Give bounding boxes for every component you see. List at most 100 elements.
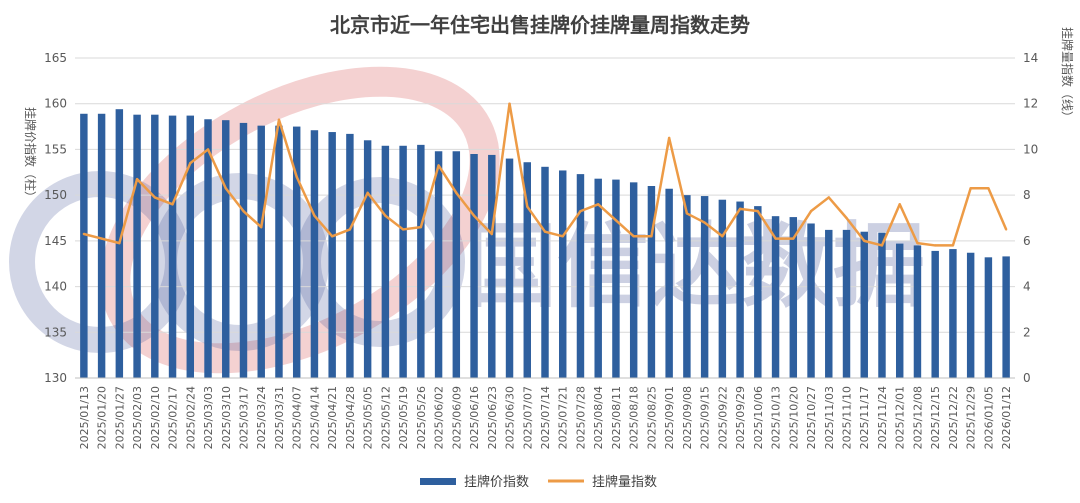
x-tick-label: 2025/03/10 [220,386,233,449]
y-left-tick-label: 130 [44,371,67,385]
line-point [650,235,653,238]
y-left-tick-label: 155 [44,142,67,156]
y-left-tick-label: 135 [44,325,67,339]
x-tick-label: 2025/10/20 [787,386,800,449]
y-left-tick-label: 160 [44,97,67,111]
line-point [118,241,121,245]
bar-series [80,109,1010,379]
x-tick-label: 2025/06/16 [468,386,481,449]
line-point [827,196,830,199]
x-tick-label: 2025/01/27 [113,386,126,449]
bar [949,249,957,378]
x-tick-label: 2025/07/21 [557,386,570,449]
x-tick-label: 2025/04/28 [344,386,357,449]
x-tick-label: 2025/10/06 [752,386,765,449]
legend-label-line: 挂牌量指数 [592,474,657,490]
x-tick-label: 2026/01/12 [1000,386,1013,449]
line-point [863,239,866,243]
y-right-tick-label: 12 [1023,97,1038,111]
y-right-tick-label: 14 [1023,51,1038,65]
line-point [277,118,281,121]
bar [665,188,673,378]
x-tick-label: 2025/02/24 [184,386,197,449]
bar [860,231,868,378]
line-point [437,164,440,167]
line-point [721,235,724,238]
line-point [579,209,582,213]
bar [559,170,567,378]
bar [913,245,922,378]
line-point [508,102,511,105]
x-tick-label: 2025/12/01 [894,386,907,449]
bar [417,144,425,378]
line-point [206,148,210,151]
x-tick-label: 2025/01/20 [96,386,109,449]
line-point [632,235,635,238]
line-point [809,209,813,213]
line-point [295,175,298,179]
bar [80,113,88,379]
line-point [792,237,795,240]
bar [310,130,319,378]
bar [754,206,762,378]
bar [186,115,195,378]
line-point [135,177,139,181]
line-point [100,237,103,240]
x-tick-label: 2025/11/10 [841,386,854,449]
line-point [242,209,245,213]
y-right-tick-label: 0 [1023,371,1031,385]
y-right-tick-label: 2 [1023,325,1031,339]
line-point [685,212,689,215]
bar [275,125,283,379]
x-tick-label: 2025/07/14 [539,386,552,449]
legend-swatch-bar [420,478,456,485]
x-tick-label: 2025/09/08 [681,386,694,449]
bar [647,186,656,378]
bar [984,257,993,378]
legend-label-bar: 挂牌价指数 [464,474,529,490]
x-tick-label: 2025/11/24 [876,386,889,449]
bar [807,223,815,378]
chart-title: 北京市近一年住宅出售挂牌价挂牌量周指数走势 [330,13,750,37]
y-right-tick-label: 4 [1023,280,1031,294]
line-point [951,244,955,247]
line-point [455,191,458,195]
bar [594,178,602,378]
bar [825,229,833,378]
x-tick-label: 2025/08/11 [610,386,623,449]
x-tick-label: 2025/04/07 [291,386,304,449]
bar [239,122,248,379]
bar [346,133,354,378]
line-point [880,244,884,247]
x-axis: 2025/01/13 2025/01/20 2025/01/27 2025/02/03… [75,377,1015,449]
x-tick-label: 2025/02/10 [149,386,162,449]
x-tick-label: 2025/03/31 [273,386,286,449]
line-point [260,225,263,229]
bar [381,145,390,378]
x-tick-label: 2025/12/15 [929,386,942,449]
line-point [738,207,742,211]
bar [576,174,585,378]
y-left-tick-label: 165 [44,51,67,65]
line-point [419,225,423,229]
x-tick-label: 2025/11/17 [858,386,871,449]
line-point [987,187,990,190]
left-axis: 130 135 140 145 150 155 160 165 [44,51,67,385]
bar [700,196,709,378]
line-point [153,196,157,199]
x-tick-label: 2025/01/13 [78,386,91,449]
x-tick-label: 2025/02/17 [167,386,180,449]
bar [363,140,372,378]
y-right-axis-label: 挂牌量指数（线） [1060,27,1075,123]
x-tick-label: 2025/06/02 [433,386,446,449]
x-tick-label: 2025/03/03 [202,386,215,449]
bar [789,217,798,378]
legend: 挂牌价指数 挂牌量指数 [420,474,657,490]
y-right-tick-label: 6 [1023,234,1031,248]
line-point [330,235,334,238]
line-point [667,136,671,140]
line-point [543,230,547,233]
line-point [348,228,352,231]
x-tick-label: 2025/12/08 [911,386,924,449]
bar [931,250,939,378]
